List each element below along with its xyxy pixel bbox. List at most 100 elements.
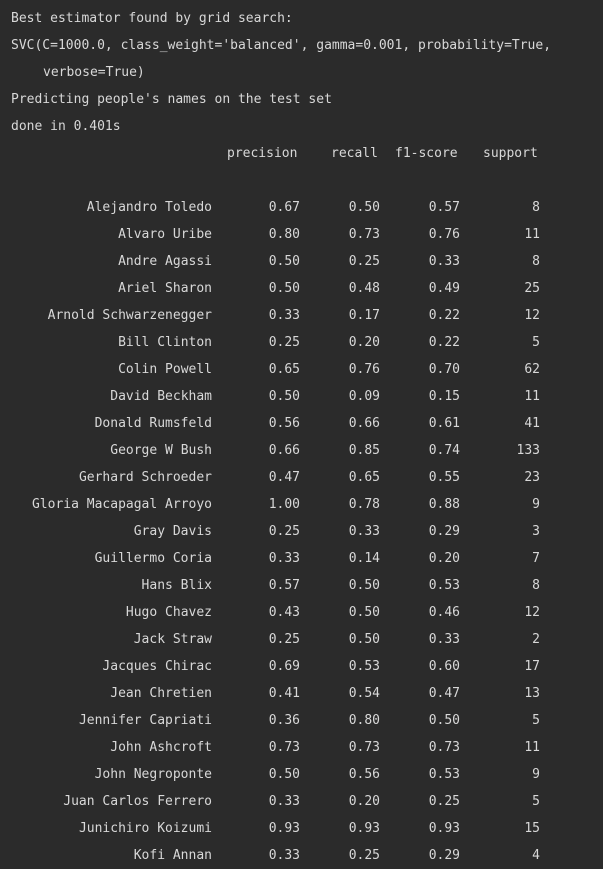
report-row: Guillermo Coria 0.33 0.14 0.20 7	[0, 545, 603, 572]
precision-value: 0.25	[268, 524, 300, 539]
f1-score-value: 0.61	[428, 416, 460, 431]
support-value: 133	[516, 443, 540, 458]
report-row: Bill Clinton 0.25 0.20 0.22 5	[0, 329, 603, 356]
precision-value: 0.33	[268, 848, 300, 863]
estimator-heading: Best estimator found by grid search:	[11, 11, 293, 26]
support-value: 11	[524, 227, 540, 242]
precision-value: 0.66	[268, 443, 300, 458]
recall-value: 0.50	[348, 605, 380, 620]
f1-score-value: 0.70	[428, 362, 460, 377]
support-value: 11	[524, 389, 540, 404]
recall-value: 0.73	[348, 227, 380, 242]
class-name: Jacques Chirac	[102, 659, 212, 674]
precision-value: 0.25	[268, 632, 300, 647]
class-name: Jack Straw	[133, 632, 212, 647]
support-value: 5	[532, 794, 540, 809]
report-row: Ariel Sharon 0.50 0.48 0.49 25	[0, 275, 603, 302]
class-name: Arnold Schwarzenegger	[47, 308, 212, 323]
f1-score-value: 0.57	[428, 200, 460, 215]
report-row: Gerhard Schroeder 0.47 0.65 0.55 23	[0, 464, 603, 491]
f1-score-value: 0.50	[428, 713, 460, 728]
class-name: Alejandro Toledo	[86, 200, 212, 215]
report-row: Colin Powell 0.65 0.76 0.70 62	[0, 356, 603, 383]
recall-value: 0.78	[348, 497, 380, 512]
class-name: John Ashcroft	[110, 740, 212, 755]
report-row: Juan Carlos Ferrero 0.33 0.20 0.25 5	[0, 788, 603, 815]
recall-value: 0.14	[348, 551, 380, 566]
class-name: David Beckham	[110, 389, 212, 404]
estimator-repr: SVC(C=1000.0, class_weight='balanced', g…	[11, 38, 552, 53]
f1-score-value: 0.49	[428, 281, 460, 296]
support-value: 12	[524, 308, 540, 323]
header-precision: precision	[227, 146, 298, 161]
f1-score-value: 0.22	[428, 335, 460, 350]
f1-score-value: 0.53	[428, 767, 460, 782]
f1-score-value: 0.53	[428, 578, 460, 593]
precision-value: 1.00	[268, 497, 300, 512]
report-row: Junichiro Koizumi 0.93 0.93 0.93 15	[0, 815, 603, 842]
support-value: 12	[524, 605, 540, 620]
precision-value: 0.33	[268, 308, 300, 323]
class-name: Colin Powell	[118, 362, 212, 377]
support-value: 2	[532, 632, 540, 647]
class-name: Juan Carlos Ferrero	[63, 794, 212, 809]
recall-value: 0.66	[348, 416, 380, 431]
f1-score-value: 0.25	[428, 794, 460, 809]
f1-score-value: 0.29	[428, 848, 460, 863]
support-value: 9	[532, 767, 540, 782]
f1-score-value: 0.47	[428, 686, 460, 701]
report-row: Gray Davis 0.25 0.33 0.29 3	[0, 518, 603, 545]
predicting-message: Predicting people's names on the test se…	[11, 92, 332, 107]
class-name: Gray Davis	[133, 524, 212, 539]
precision-value: 0.50	[268, 767, 300, 782]
precision-value: 0.33	[268, 551, 300, 566]
support-value: 23	[524, 470, 540, 485]
support-value: 8	[532, 254, 540, 269]
support-value: 17	[524, 659, 540, 674]
report-row: Alvaro Uribe 0.80 0.73 0.76 11	[0, 221, 603, 248]
report-row: Hugo Chavez 0.43 0.50 0.46 12	[0, 599, 603, 626]
support-value: 8	[532, 578, 540, 593]
precision-value: 0.25	[268, 335, 300, 350]
report-row: George W Bush 0.66 0.85 0.74 133	[0, 437, 603, 464]
class-name: John Negroponte	[94, 767, 212, 782]
recall-value: 0.25	[348, 254, 380, 269]
f1-score-value: 0.33	[428, 632, 460, 647]
precision-value: 0.73	[268, 740, 300, 755]
precision-value: 0.36	[268, 713, 300, 728]
precision-value: 0.93	[268, 821, 300, 836]
precision-value: 0.47	[268, 470, 300, 485]
f1-score-value: 0.15	[428, 389, 460, 404]
class-name: Gerhard Schroeder	[78, 470, 212, 485]
class-name: Hans Blix	[141, 578, 212, 593]
recall-value: 0.33	[348, 524, 380, 539]
support-value: 4	[532, 848, 540, 863]
f1-score-value: 0.88	[428, 497, 460, 512]
precision-value: 0.50	[268, 389, 300, 404]
report-row: Andre Agassi 0.50 0.25 0.33 8	[0, 248, 603, 275]
header-recall: recall	[331, 146, 378, 161]
report-row: Hans Blix 0.57 0.50 0.53 8	[0, 572, 603, 599]
support-value: 15	[524, 821, 540, 836]
class-name: George W Bush	[110, 443, 212, 458]
report-row: Arnold Schwarzenegger 0.33 0.17 0.22 12	[0, 302, 603, 329]
class-name: Kofi Annan	[133, 848, 212, 863]
report-row: Jack Straw 0.25 0.50 0.33 2	[0, 626, 603, 653]
class-name: Bill Clinton	[118, 335, 212, 350]
recall-value: 0.25	[348, 848, 380, 863]
recall-value: 0.85	[348, 443, 380, 458]
recall-value: 0.20	[348, 794, 380, 809]
recall-value: 0.50	[348, 578, 380, 593]
support-value: 13	[524, 686, 540, 701]
support-value: 62	[524, 362, 540, 377]
recall-value: 0.20	[348, 335, 380, 350]
report-row: Jacques Chirac 0.69 0.53 0.60 17	[0, 653, 603, 680]
support-value: 5	[532, 713, 540, 728]
report-row: Kofi Annan 0.33 0.25 0.29 4	[0, 842, 603, 869]
precision-value: 0.43	[268, 605, 300, 620]
precision-value: 0.50	[268, 254, 300, 269]
report-row: Jean Chretien 0.41 0.54 0.47 13	[0, 680, 603, 707]
class-name: Donald Rumsfeld	[94, 416, 212, 431]
f1-score-value: 0.60	[428, 659, 460, 674]
report-row: John Negroponte 0.50 0.56 0.53 9	[0, 761, 603, 788]
